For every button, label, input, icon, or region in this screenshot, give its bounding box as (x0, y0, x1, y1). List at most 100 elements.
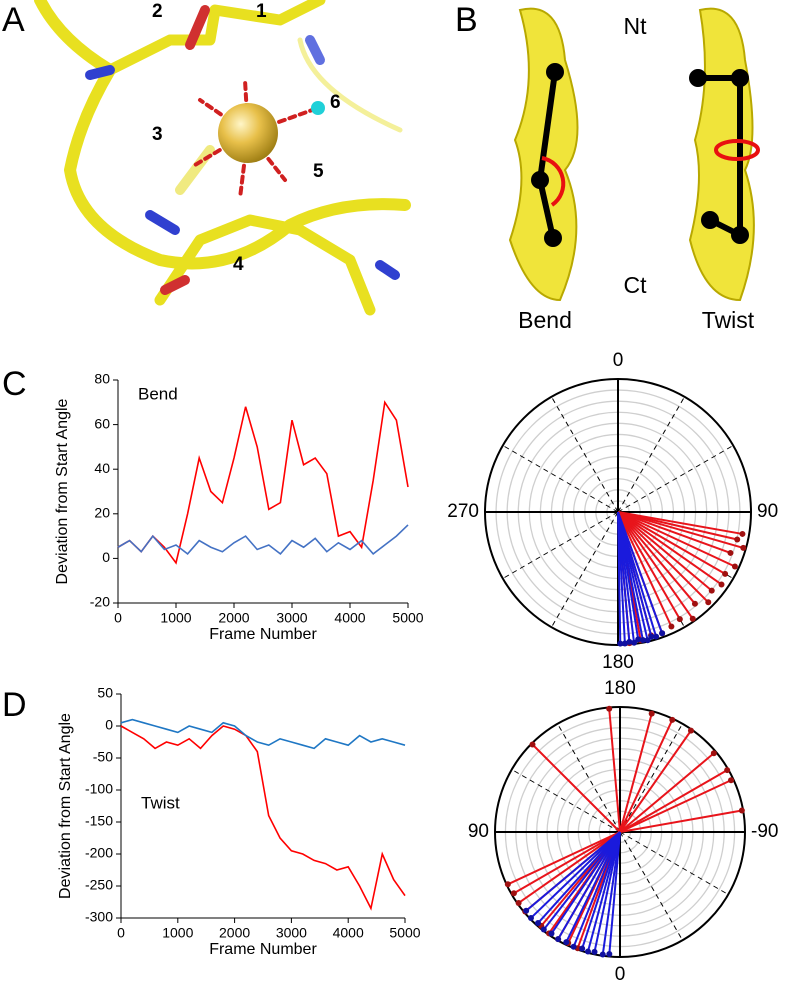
site-label: 4 (233, 254, 244, 275)
ray (507, 831, 621, 886)
caption: Bend (518, 307, 572, 333)
ray (617, 511, 744, 549)
panel-letter: B (455, 1, 478, 39)
theta-tick-label: 180 (602, 652, 634, 673)
ray (617, 511, 713, 592)
spoke (502, 445, 619, 513)
x-axis-label: Frame Number (209, 626, 317, 643)
spoke (502, 511, 619, 579)
ray-end (653, 633, 660, 640)
ray-end (523, 907, 530, 914)
ray-end (668, 623, 675, 630)
ray-end (510, 890, 517, 897)
ray-end (705, 599, 712, 606)
ray-end (669, 716, 676, 723)
theta-tick-label: 90 (468, 821, 489, 842)
annotation: Bend (138, 384, 178, 403)
terminus-label: Nt (624, 13, 648, 39)
y-tick-label: 80 (94, 371, 110, 387)
y-tick-label: 50 (97, 685, 113, 701)
spoke (619, 831, 729, 895)
annotation: Twist (141, 793, 180, 812)
ray (565, 831, 621, 943)
ray-end (708, 587, 715, 594)
ray-end (739, 530, 746, 537)
y-axis-label: Deviation from Start Angle (57, 713, 74, 899)
panel-b-structures (508, 7, 760, 302)
ray-end (617, 640, 624, 647)
ray (617, 511, 694, 620)
ray-end (555, 936, 562, 943)
data-line (120, 725, 406, 911)
theta-tick-label: 0 (613, 350, 624, 371)
x-tick-label: 4000 (334, 610, 365, 626)
ray (550, 831, 621, 935)
ray-end (659, 630, 666, 637)
ray (617, 511, 723, 586)
x-tick-label: 3000 (276, 925, 307, 941)
theta-tick-label: 180 (604, 678, 636, 699)
ray (617, 511, 731, 554)
ray-end (579, 945, 586, 952)
ray (601, 831, 621, 955)
ray (543, 831, 621, 931)
site-label: 2 (152, 1, 163, 22)
ray-end (548, 930, 555, 937)
ray (513, 831, 621, 895)
theta-tick-label: 90 (757, 501, 778, 522)
ray (530, 831, 621, 919)
ray-end (606, 951, 613, 958)
x-tick-label: 5000 (392, 610, 423, 626)
ray (617, 511, 681, 620)
ray (619, 730, 692, 833)
outer-ring (494, 706, 746, 958)
y-axis-label: Deviation from Start Angle (54, 398, 71, 584)
x-tick-label: 0 (117, 925, 125, 941)
panel-letter: D (2, 686, 27, 724)
spoke (617, 396, 685, 513)
x-tick-label: 2000 (218, 610, 249, 626)
data-line (117, 400, 409, 565)
x-tick-label: 0 (114, 610, 122, 626)
ray-end (691, 600, 698, 607)
spoke (551, 511, 619, 628)
x-axis-label: Frame Number (209, 941, 317, 958)
ray-end (584, 948, 591, 955)
y-tick-label: 0 (102, 549, 110, 565)
theta-tick-label: -90 (751, 821, 778, 842)
ray-end (504, 881, 511, 888)
ray (572, 831, 621, 948)
caption: Twist (702, 307, 755, 333)
ray-end (738, 807, 745, 814)
ray-end (687, 727, 694, 734)
terminus-label: Ct (624, 272, 648, 298)
spoke (551, 396, 619, 513)
ray-end (515, 899, 522, 906)
x-tick-label: 2000 (219, 925, 250, 941)
ray (617, 511, 726, 575)
ray-end (740, 544, 747, 551)
ray-end (722, 570, 729, 577)
y-tick-label: -50 (93, 749, 113, 765)
ray-end (710, 750, 717, 757)
ray-end (635, 636, 642, 643)
ray (617, 511, 673, 627)
ray-end (540, 926, 547, 933)
ray (557, 831, 621, 940)
spoke (619, 723, 683, 833)
y-tick-label: -100 (85, 781, 113, 797)
ray-end (631, 639, 638, 646)
y-tick-label: 20 (94, 505, 110, 521)
ray (617, 511, 738, 541)
y-tick-label: -250 (85, 877, 113, 893)
ray-end (724, 767, 731, 774)
theta-tick-label: 270 (447, 501, 479, 522)
spoke (511, 769, 621, 833)
x-tick-label: 4000 (333, 925, 364, 941)
ray (593, 831, 621, 953)
ray-end (648, 633, 655, 640)
ray (619, 719, 674, 833)
ray (617, 511, 622, 644)
ray-end (727, 549, 734, 556)
